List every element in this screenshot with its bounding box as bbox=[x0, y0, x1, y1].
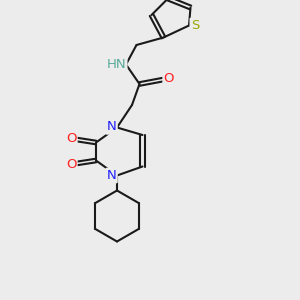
Text: O: O bbox=[164, 72, 174, 86]
Text: S: S bbox=[191, 19, 199, 32]
Text: O: O bbox=[66, 158, 76, 171]
Text: N: N bbox=[107, 120, 116, 134]
Text: HN: HN bbox=[106, 58, 126, 71]
Text: O: O bbox=[66, 132, 76, 146]
Text: N: N bbox=[107, 169, 116, 182]
